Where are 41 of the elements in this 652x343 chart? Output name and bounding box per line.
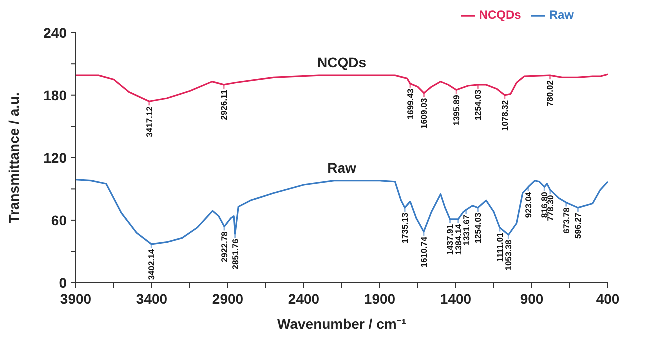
y-axis-title: Transmittance / a.u. xyxy=(6,92,22,224)
x-tick-label: 1900 xyxy=(364,291,396,307)
annotation: 2922.78 xyxy=(220,231,230,262)
x-axis-title: Wavenumber / cm⁻¹ xyxy=(278,316,407,332)
annotation: 1078.32 xyxy=(500,100,510,132)
annotation: 2926.11 xyxy=(219,90,230,120)
x-tick-label: 2400 xyxy=(288,291,320,307)
x-tick-label: 400 xyxy=(596,291,620,307)
x-tick-label: 3900 xyxy=(60,291,92,307)
annotation: 3417.12 xyxy=(144,106,154,138)
annotation: 1609.03 xyxy=(419,98,430,130)
y-tick-label: 60 xyxy=(51,212,68,228)
annotation: 3402.14 xyxy=(146,249,157,280)
annotation: 2851.76 xyxy=(230,238,240,270)
annotation: 1735.13 xyxy=(400,212,410,244)
annotation: 1437.91 xyxy=(445,224,456,256)
annotation: 1053.38 xyxy=(504,240,514,271)
annotation: 1254.03 xyxy=(473,212,484,244)
y-tick-label: 120 xyxy=(44,150,68,166)
text: NCQDs xyxy=(317,54,367,71)
annotation: 1111.01 xyxy=(494,232,505,262)
annotation: 596.27 xyxy=(573,212,584,239)
y-tick-label: 240 xyxy=(44,24,68,41)
legend-label: NCQDs xyxy=(479,8,522,22)
annotation: 1254.03 xyxy=(473,90,484,121)
text: Raw xyxy=(328,160,356,176)
x-tick-label: 3400 xyxy=(136,291,168,307)
annotation: 1610.74 xyxy=(418,236,429,268)
annotation: 923.04 xyxy=(524,192,534,218)
annotation: 1384.14 xyxy=(453,224,464,256)
annotation: 780.02 xyxy=(545,80,556,107)
annotation: 1699.43 xyxy=(405,88,416,120)
legend-label: Raw xyxy=(549,8,574,22)
x-tick-label: 900 xyxy=(520,291,544,307)
x-tick-label: 1400 xyxy=(440,291,472,307)
y-tick-label: 0 xyxy=(59,275,68,291)
annotation: 1395.89 xyxy=(452,94,462,126)
x-tick-label: 2900 xyxy=(212,291,244,307)
annotation: 1331.67 xyxy=(461,214,472,246)
y-tick-label: 180 xyxy=(44,87,68,104)
annotation: 673.78 xyxy=(561,207,572,234)
